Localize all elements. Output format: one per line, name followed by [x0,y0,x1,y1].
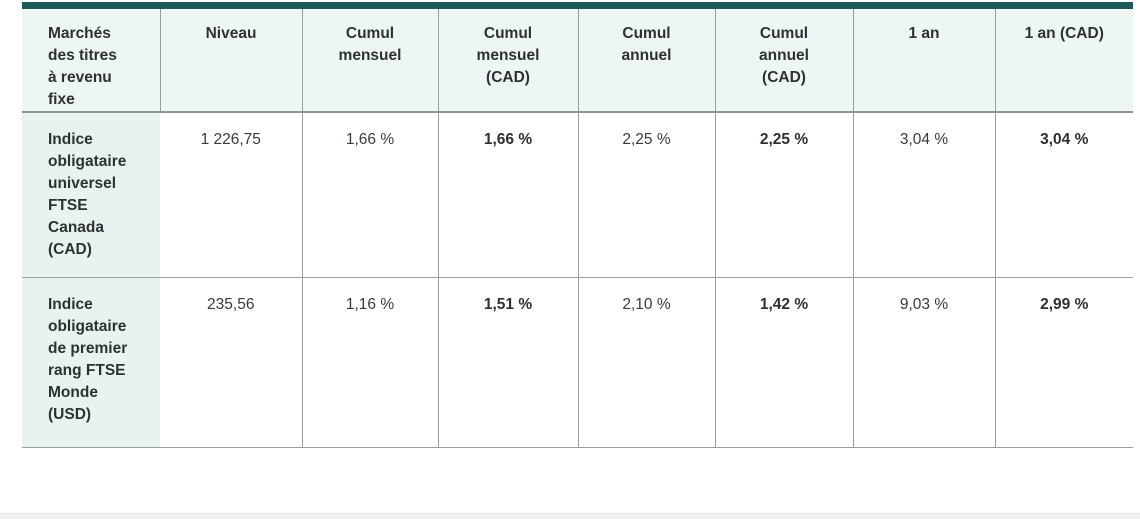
table-row-ftse-monde: Indice obligataire de premier rang FTSE … [22,277,1133,448]
cell-1-an-cad: 2,99 % [994,277,1133,448]
column-header-cumul-annuel: Cumul annuel [577,5,715,113]
cell-cumul-annuel: 2,10 % [577,277,715,448]
cell-cumul-annuel-cad: 1,42 % [714,277,853,448]
row-header-indice-ftse-monde: Indice obligataire de premier rang FTSE … [22,277,160,448]
cell-cumul-mensuel-cad: 1,51 % [437,277,578,448]
cell-1-an: 9,03 % [852,277,995,448]
column-header-1-an-cad: 1 an (CAD) [994,5,1133,113]
cell-1-an: 3,04 % [852,112,995,278]
column-header-1-an: 1 an [852,5,995,113]
row-header-indice-ftse-canada: Indice obligataire universel FTSE Canada… [22,112,160,278]
table-row-ftse-canada: Indice obligataire universel FTSE Canada… [22,112,1133,278]
cell-cumul-mensuel: 1,16 % [301,277,438,448]
header-row: Marchés des titres à revenu fixe Niveau … [22,5,1133,113]
column-header-cumul-mensuel: Cumul mensuel [301,5,438,113]
column-header-marches-titres-revenu-fixe: Marchés des titres à revenu fixe [22,5,160,113]
cell-cumul-annuel: 2,25 % [577,112,715,278]
cell-cumul-annuel-cad: 2,25 % [714,112,853,278]
cell-niveau: 1 226,75 [160,112,302,278]
fixed-income-markets-table: Marchés des titres à revenu fixe Niveau … [22,2,1133,448]
cell-niveau: 235,56 [160,277,302,448]
cell-cumul-mensuel-cad: 1,66 % [437,112,578,278]
cell-cumul-mensuel: 1,66 % [301,112,438,278]
column-header-cumul-annuel-cad: Cumul annuel (CAD) [714,5,853,113]
column-header-niveau: Niveau [159,5,302,113]
column-header-cumul-mensuel-cad: Cumul mensuel (CAD) [437,5,578,113]
cell-1-an-cad: 3,04 % [994,112,1133,278]
next-section-top-edge [0,513,1140,519]
